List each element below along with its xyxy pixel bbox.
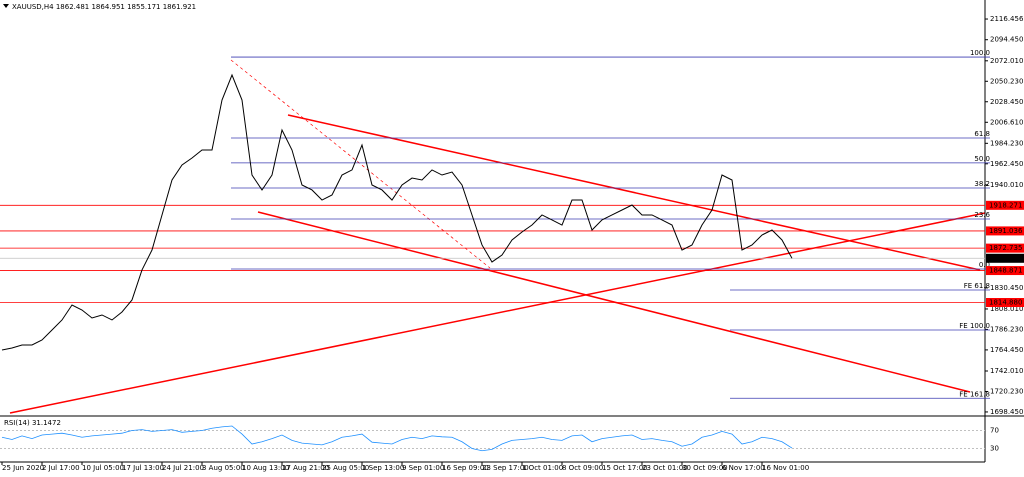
channel-lower [257,211,971,393]
fe-label: FE 161.8 [959,390,990,398]
price-level-box [986,243,1024,253]
fe-label: FE 100.0 [959,322,990,330]
rsi-tick-label: 30 [990,445,999,453]
x-tick-label: 10 Aug 13:00 [242,464,289,472]
y-tick-label: 1984.230 [990,139,1023,147]
fib-label: 23.6 [974,211,990,219]
x-tick-label: 24 Jul 21:00 [162,464,204,472]
price-level-label: 1848.871 [989,267,1022,275]
y-tick-label: 2116.456 [990,15,1024,23]
fib-label: 0.0 [979,261,990,269]
y-tick-label: 1764.450 [990,346,1023,354]
support-line [9,212,986,414]
price-level-label: 1814.880 [989,299,1022,307]
fe-label: FE 61.8 [964,282,990,290]
y-tick-label: 1786.230 [990,325,1023,333]
x-tick-label: 9 Sep 01:00 [402,464,444,472]
x-tick-label: 17 Jul 13:00 [122,464,164,472]
x-tick-label: 3 Aug 05:00 [202,464,245,472]
y-tick-label: 1830.450 [990,284,1023,292]
rsi-title: RSI(14) 31.1472 [4,419,61,427]
x-tick-label: 1 Sep 13:00 [362,464,404,472]
current-price-box [986,253,1024,263]
price-level-label: 1872.735 [989,244,1022,252]
y-tick-label: 1962.450 [990,160,1023,168]
x-tick-label: 2 Jul 17:00 [42,464,80,472]
y-tick-label: 2028.450 [990,98,1023,106]
x-tick-label: 25 Aug 05:00 [322,464,369,472]
menu-arrow[interactable] [3,4,9,8]
x-tick-label: 16 Sep 09:00 [442,464,489,472]
chart-title: XAUUSD,H4 1862.481 1864.951 1855.171 186… [12,3,196,11]
y-tick-label: 2050.230 [990,77,1023,85]
price-level-box [986,226,1024,236]
y-tick-label: 1720.230 [990,387,1023,395]
rsi-tick-label: 70 [990,427,999,435]
fib-label: 50.0 [974,155,990,163]
x-tick-label: 15 Oct 17:00 [602,464,648,472]
price-level-label: 1918.271 [989,201,1022,209]
x-tick-label: 10 Jul 05:00 [82,464,124,472]
x-tick-label: 17 Aug 21:00 [282,464,329,472]
fib-label: 100.0 [970,49,990,57]
fib-label: 38.2 [974,180,990,188]
x-tick-label: 8 Oct 09:00 [562,464,603,472]
y-tick-label: 1808.010 [990,305,1023,313]
x-tick-label: 1 Oct 01:00 [522,464,563,472]
x-tick-label: 23 Sep 17:00 [482,464,529,472]
x-tick-label: 16 Nov 01:00 [762,464,809,472]
x-tick-label: 23 Oct 01:00 [642,464,688,472]
trendlines [9,59,986,414]
price-level-box [986,266,1024,276]
y-tick-label: 1742.010 [990,367,1023,375]
y-tick-label: 1940.010 [990,181,1023,189]
current-price-label: 1861.921 [989,254,1022,262]
y-tick-label: 1698.450 [990,408,1023,416]
price-level-box [986,200,1024,210]
price-level-label: 1891.036 [989,227,1023,235]
fib-anchor-line [230,59,491,269]
x-tick-label: 30 Oct 09:00 [682,464,728,472]
rsi-line [1,425,793,452]
fib-label: 61.8 [974,130,990,138]
x-tick-label: 6 Nov 17:00 [722,464,765,472]
price-level-box [986,298,1024,308]
y-tick-label: 2006.610 [990,118,1023,126]
y-tick-label: 2072.010 [990,57,1023,65]
channel-upper [287,114,981,271]
price-line [1,73,793,351]
x-tick-label: 25 Jun 2020 [2,464,44,472]
y-tick-label: 2094.450 [990,36,1023,44]
